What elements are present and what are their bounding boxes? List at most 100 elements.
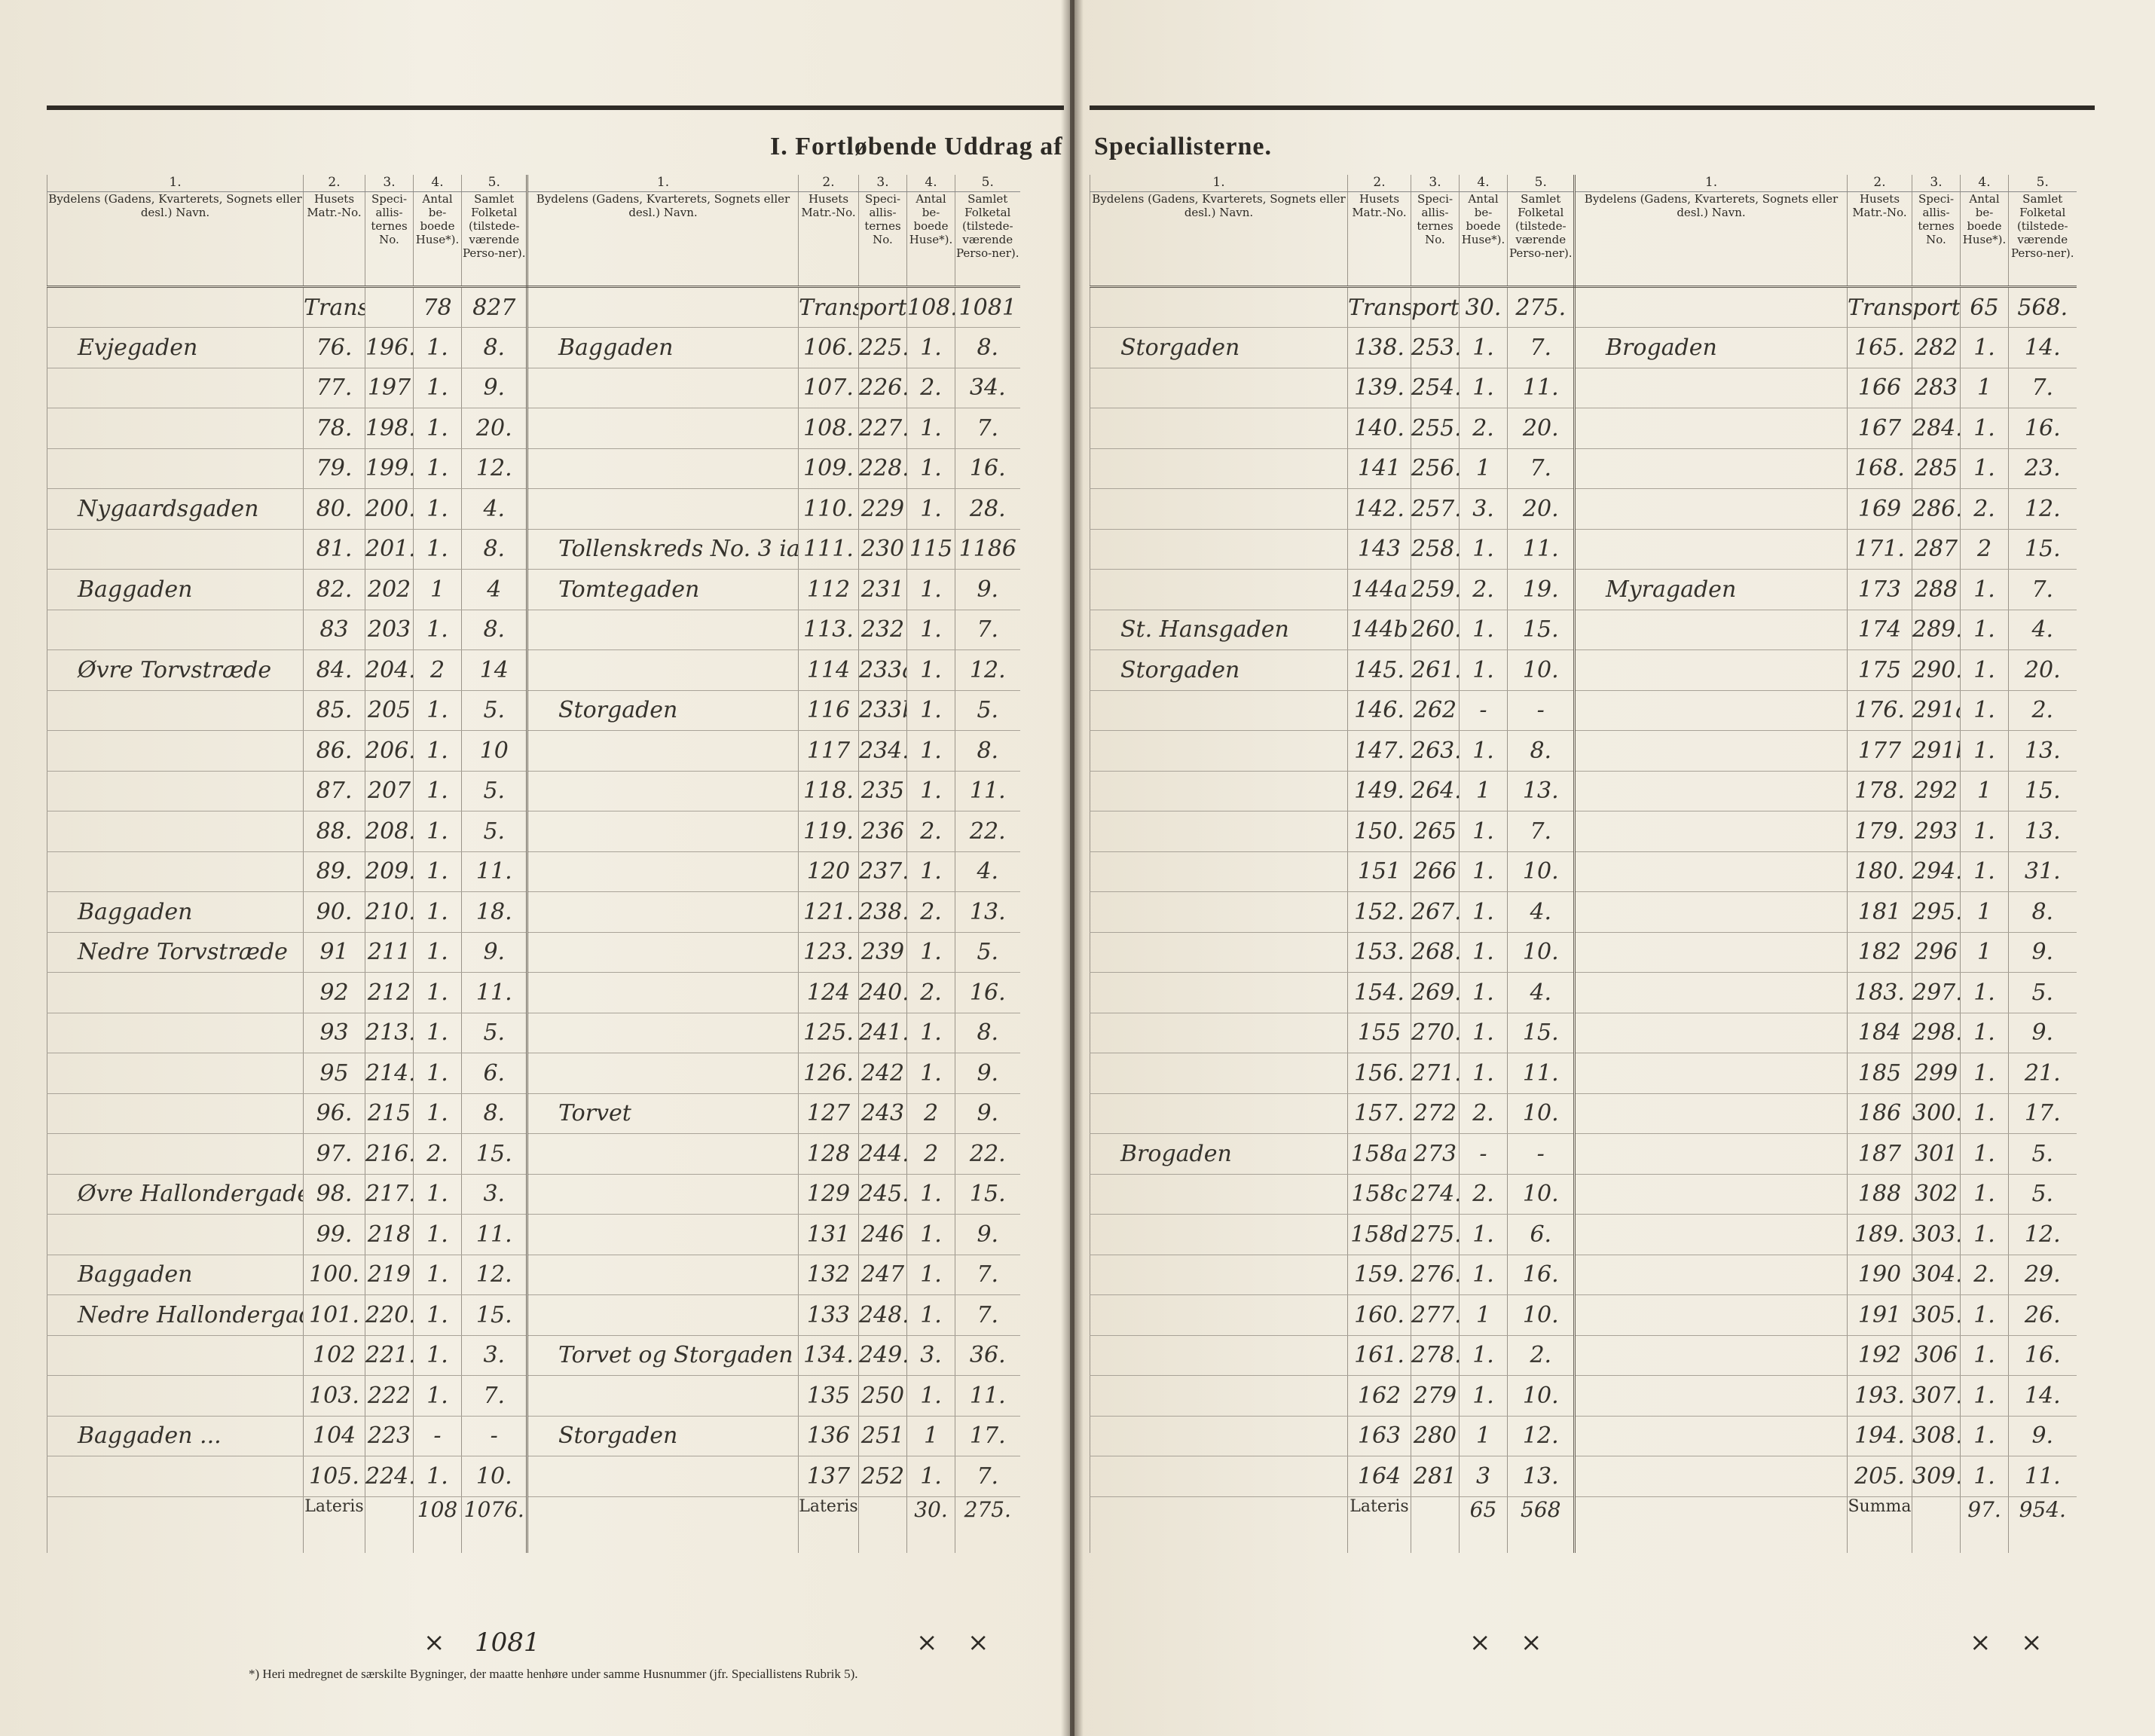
street-name bbox=[526, 368, 799, 408]
special-list-no: 275. bbox=[1411, 1214, 1460, 1255]
street-name bbox=[1090, 1093, 1348, 1134]
special-list-no: 298. bbox=[1912, 1013, 1961, 1053]
matr-no: 135 bbox=[798, 1375, 859, 1417]
special-list-no: 202 bbox=[365, 569, 414, 610]
population: 9. bbox=[461, 932, 527, 973]
table-row: 89. 209. 1. 11. bbox=[47, 851, 527, 892]
table-row: 194. 308. 1. 9. bbox=[1573, 1416, 2077, 1456]
matr-no: 88. bbox=[303, 811, 365, 852]
matr-no: 180. bbox=[1847, 851, 1912, 892]
table-row: Øvre Torvstræde 84. 204. 2 14 bbox=[47, 649, 527, 691]
inhabited-houses: 1 bbox=[1960, 932, 2009, 973]
matr-no: 185 bbox=[1847, 1053, 1912, 1094]
table-row: 154. 269. 1. 4. bbox=[1090, 972, 1574, 1013]
footer-total: 275. bbox=[955, 1496, 1020, 1553]
table-row: 131 246 1. 9. bbox=[526, 1214, 1020, 1255]
inhabited-houses: 1. bbox=[1459, 851, 1508, 892]
special-list-no: 292 bbox=[1912, 771, 1961, 811]
transport-spacer bbox=[47, 286, 304, 328]
street-name bbox=[526, 1255, 799, 1295]
street-name bbox=[1573, 690, 1848, 731]
matr-no: 78. bbox=[303, 408, 365, 449]
inhabited-houses: 1. bbox=[1960, 1093, 2009, 1134]
footer-spacer bbox=[526, 1496, 799, 1553]
inhabited-houses: 1. bbox=[413, 1013, 462, 1053]
inhabited-houses: 1. bbox=[413, 327, 462, 368]
special-list-no: 234. bbox=[858, 730, 907, 772]
table-row: 78. 198. 1. 20. bbox=[47, 408, 527, 449]
inhabited-houses: 2. bbox=[906, 891, 955, 933]
footnote: *) Heri medregnet de særskilte Bygninger… bbox=[249, 1667, 858, 1681]
table-row: 187 301 1. 5. bbox=[1573, 1133, 2077, 1175]
special-list-no: 280 bbox=[1411, 1416, 1460, 1456]
matr-no: 128 bbox=[798, 1133, 859, 1175]
street-name bbox=[526, 1294, 799, 1336]
inhabited-houses: 1. bbox=[413, 1456, 462, 1497]
table-row: 118. 235 1. 11. bbox=[526, 771, 1020, 811]
matr-no: 179. bbox=[1847, 811, 1912, 852]
street-name bbox=[526, 771, 799, 811]
population: 11. bbox=[461, 851, 527, 892]
table-row: 137 252 1. 7. bbox=[526, 1456, 1020, 1497]
inhabited-houses: 2 bbox=[413, 649, 462, 691]
matr-no: 124 bbox=[798, 972, 859, 1013]
street-name bbox=[47, 1456, 304, 1497]
street-name bbox=[1090, 891, 1348, 933]
top-rule-right bbox=[1090, 105, 2095, 110]
population: 7. bbox=[2008, 569, 2077, 610]
inhabited-houses: 3. bbox=[906, 1335, 955, 1376]
special-list-no: 283 bbox=[1912, 368, 1961, 408]
matr-no: 191 bbox=[1847, 1294, 1912, 1336]
street-name: Baggaden bbox=[526, 327, 799, 368]
street-name bbox=[47, 408, 304, 449]
matr-no: 120 bbox=[798, 851, 859, 892]
special-list-no: 230 bbox=[858, 529, 907, 570]
table-row: 178. 292 1 15. bbox=[1573, 771, 2077, 811]
special-list-no: 289. bbox=[1912, 610, 1961, 650]
population: 5. bbox=[461, 1013, 527, 1053]
handwritten-mark: 1081 bbox=[475, 1628, 540, 1658]
matr-no: 123. bbox=[798, 932, 859, 973]
street-name bbox=[47, 851, 304, 892]
population: 4. bbox=[461, 488, 527, 530]
inhabited-houses: 1. bbox=[906, 1456, 955, 1497]
inhabited-houses: 1. bbox=[906, 1214, 955, 1255]
population: - bbox=[461, 1416, 527, 1456]
table-row: 176.291a1.2. bbox=[1573, 690, 2077, 731]
street-name bbox=[1090, 368, 1348, 408]
population: 17. bbox=[2008, 1093, 2077, 1134]
table-row: Torvet og Storgaden 134. 249. 3. 36. bbox=[526, 1335, 1020, 1376]
matr-no: 114 bbox=[798, 649, 859, 691]
street-name bbox=[47, 1093, 304, 1134]
inhabited-houses: 1. bbox=[906, 730, 955, 772]
table-row: 143 258. 1. 11. bbox=[1090, 529, 1574, 570]
table-row: 155 270. 1. 15. bbox=[1090, 1013, 1574, 1053]
matr-no: 186 bbox=[1847, 1093, 1912, 1134]
table-row: Brogaden 165. 282 1. 14. bbox=[1573, 327, 2077, 368]
transport-cell bbox=[365, 286, 414, 328]
population: 7. bbox=[955, 1294, 1020, 1336]
street-name bbox=[47, 1214, 304, 1255]
street-name bbox=[526, 972, 799, 1013]
matr-no: 131 bbox=[798, 1214, 859, 1255]
transport-spacer bbox=[1090, 286, 1348, 328]
population: 13. bbox=[2008, 730, 2077, 772]
inhabited-houses: 1. bbox=[1960, 610, 2009, 650]
matr-no: 106. bbox=[798, 327, 859, 368]
table-row: 180. 294. 1. 31. bbox=[1573, 851, 2077, 892]
matr-no: 164 bbox=[1347, 1456, 1411, 1497]
street-name bbox=[47, 1375, 304, 1417]
table-row: 151 266 1. 10. bbox=[1090, 851, 1574, 892]
population: 9. bbox=[461, 368, 527, 408]
special-list-no: 291b bbox=[1912, 730, 1961, 772]
special-list-no: 232 bbox=[858, 610, 907, 650]
population: 15. bbox=[955, 1174, 1020, 1215]
inhabited-houses: 1. bbox=[1960, 448, 2009, 489]
special-list-no: 259. bbox=[1411, 569, 1460, 610]
street-name: Brogaden bbox=[1090, 1133, 1348, 1175]
matr-no: 108. bbox=[798, 408, 859, 449]
population: 11. bbox=[461, 1214, 527, 1255]
table-row: 189. 303. 1. 12. bbox=[1573, 1214, 2077, 1255]
special-list-no: 255. bbox=[1411, 408, 1460, 449]
street-name bbox=[1573, 1416, 1848, 1456]
